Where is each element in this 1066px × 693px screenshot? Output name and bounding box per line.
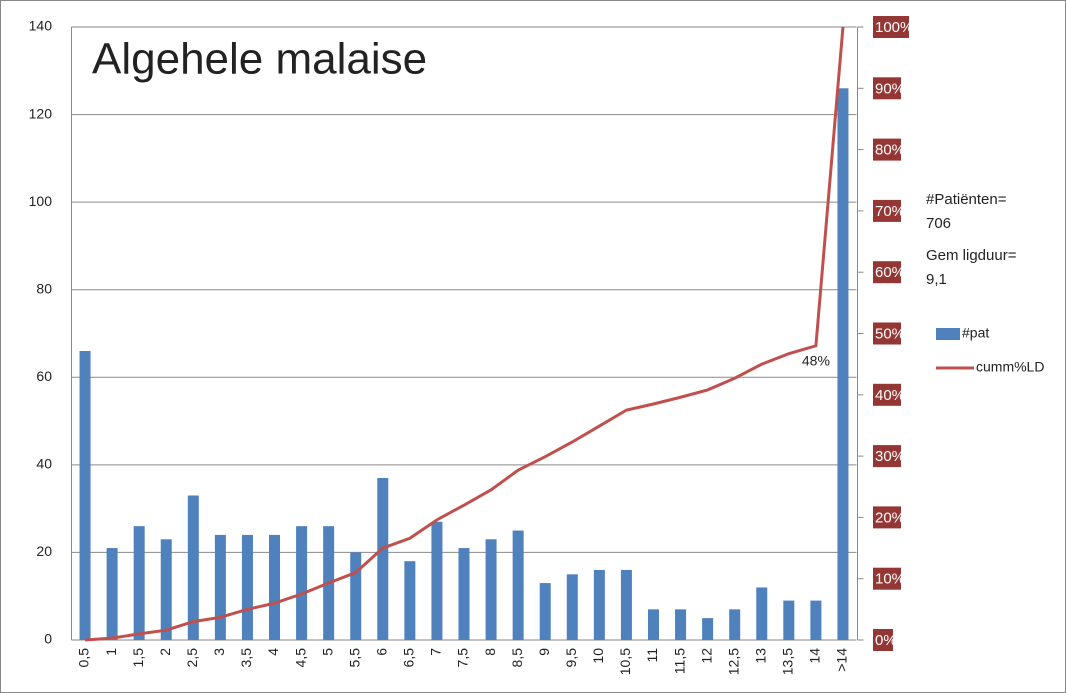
x-tick-label: 6 <box>373 648 389 656</box>
x-tick-label: 4,5 <box>292 648 308 668</box>
y-tick-label: 60 <box>36 368 52 384</box>
bar <box>566 574 578 640</box>
bar <box>269 534 281 640</box>
bar <box>187 495 199 640</box>
bar <box>296 526 308 640</box>
x-tick-label: 5,5 <box>346 648 362 668</box>
y-tick-label: 20 <box>36 543 52 559</box>
x-tick-label: 1 <box>103 648 119 656</box>
x-tick-label: 0,5 <box>76 648 92 668</box>
x-tick-label: 10,5 <box>617 648 633 675</box>
y-tick-label: 0 <box>44 631 52 647</box>
bar <box>458 548 470 640</box>
x-tick-label: 7,5 <box>455 648 471 668</box>
bar <box>702 618 714 640</box>
x-tick-label: 11 <box>644 648 660 663</box>
x-tick-label: 10 <box>590 648 606 664</box>
x-tick-label: 3 <box>211 648 227 656</box>
y2-tick-label: 30% <box>875 448 905 465</box>
x-tick-label: 13 <box>752 648 768 664</box>
y-tick-label: 40 <box>36 456 52 472</box>
bar <box>783 600 795 640</box>
x-tick-label: 8,5 <box>509 648 525 668</box>
bar <box>404 561 416 640</box>
bar <box>837 88 849 641</box>
bar <box>160 539 172 640</box>
y-tick-label: 80 <box>36 280 52 296</box>
x-tick-label: 14 <box>807 648 823 664</box>
bar <box>241 534 253 640</box>
bar <box>133 526 145 640</box>
bar <box>593 569 605 640</box>
bar <box>214 534 226 640</box>
bar <box>512 530 524 640</box>
bar <box>431 521 443 640</box>
annotation: 9,1 <box>926 271 947 288</box>
y2-tick-label: 10% <box>875 571 905 588</box>
bar <box>106 548 118 640</box>
y2-tick-label: 70% <box>875 203 905 220</box>
y2-tick-label: 100% <box>875 19 913 36</box>
x-tick-label: 9,5 <box>563 648 579 668</box>
x-tick-label: 12 <box>698 648 714 664</box>
bar <box>675 609 687 640</box>
x-tick-label: 3,5 <box>238 648 254 668</box>
y2-tick-label-bg <box>873 567 901 590</box>
y2-tick-label-bg <box>873 16 909 38</box>
y2-tick-label-bg <box>873 629 893 651</box>
y2-tick-label: 40% <box>875 387 905 404</box>
y-tick-label: 140 <box>29 18 53 34</box>
y2-tick-label-bg <box>873 322 901 345</box>
y2-tick-label-bg <box>873 77 901 100</box>
y2-tick-label-bg <box>873 445 901 468</box>
y-tick-label: 100 <box>29 193 53 209</box>
legend-label: #pat <box>962 325 989 341</box>
y-tick-label: 120 <box>29 105 53 121</box>
bar <box>350 552 362 640</box>
legend-swatch <box>936 328 960 340</box>
chart-title: Algehele malaise <box>92 35 427 84</box>
annotation: 706 <box>926 215 951 232</box>
x-tick-label: 13,5 <box>780 648 796 675</box>
x-tick-label: 1,5 <box>130 648 146 668</box>
bar <box>377 477 389 640</box>
bar <box>79 351 91 640</box>
x-tick-label: 2 <box>157 648 173 656</box>
data-label: 48% <box>802 352 830 368</box>
x-tick-label: 2,5 <box>184 648 200 668</box>
bar <box>756 587 768 640</box>
bar <box>810 600 822 640</box>
y2-tick-label-bg <box>873 261 901 284</box>
y2-tick-label-bg <box>873 199 901 222</box>
y2-tick-label-bg <box>873 138 901 161</box>
bar <box>539 583 551 640</box>
x-tick-label: 4 <box>265 648 281 656</box>
annotation: #Patiënten= <box>926 191 1007 208</box>
x-tick-label: 7 <box>428 648 444 656</box>
x-tick-label: 11,5 <box>671 648 687 674</box>
y2-tick-label: 60% <box>875 264 905 281</box>
bar <box>729 609 741 640</box>
x-tick-label: 5 <box>319 648 335 656</box>
y2-tick-label: 0% <box>875 632 897 649</box>
x-tick-label: 9 <box>536 648 552 656</box>
x-tick-label: 8 <box>482 648 498 656</box>
y2-tick-label: 20% <box>875 509 905 526</box>
x-tick-label: >14 <box>834 648 850 672</box>
y2-tick-label: 50% <box>875 325 905 342</box>
annotation: Gem ligduur= <box>926 247 1017 264</box>
y2-tick-label-bg <box>873 506 901 529</box>
line <box>84 26 845 642</box>
legend-label: cumm%LD <box>976 359 1044 375</box>
bar <box>620 569 632 640</box>
x-tick-label: 6,5 <box>401 648 417 668</box>
x-tick-label: 12,5 <box>725 648 741 675</box>
y2-tick-label-bg <box>873 383 901 406</box>
y2-tick-label: 80% <box>875 142 905 159</box>
y2-tick-label: 90% <box>875 80 905 97</box>
bar <box>647 609 659 640</box>
bar <box>485 539 497 640</box>
